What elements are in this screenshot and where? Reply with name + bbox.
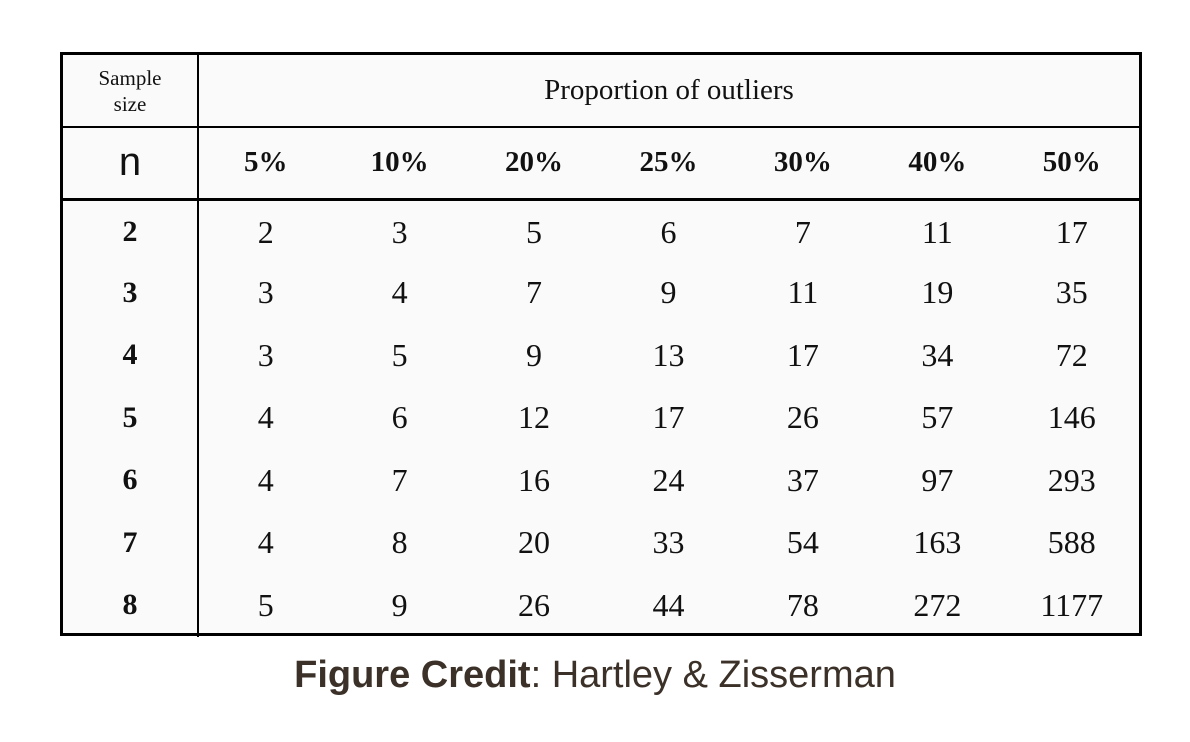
pct-header: 10%	[332, 127, 467, 201]
table-cell: 54	[786, 524, 819, 561]
table-cell: 35	[1055, 274, 1088, 311]
pct-header: 20%	[466, 127, 602, 201]
table-cell: 7	[794, 213, 811, 250]
proportion-title: Proportion of outliers	[198, 55, 1139, 128]
table-cell: 17	[786, 336, 819, 373]
table-cell: 4	[391, 274, 408, 311]
table-cell: 146	[1047, 399, 1096, 436]
data-table: Sample size Proportion of outliers n 5% …	[63, 55, 1139, 637]
table-cell: 3	[257, 274, 274, 311]
table-cell: 97	[921, 461, 954, 498]
pct-header: 25%	[601, 127, 736, 201]
table-cell: 293	[1047, 461, 1096, 498]
table-cell: 7	[391, 461, 408, 498]
row-label-n: 7	[63, 511, 199, 574]
table-cell: 44	[652, 586, 685, 623]
table-cell: 4	[257, 399, 274, 436]
row-label-n: 2	[63, 199, 199, 262]
table-row: 4 3 5 9 13 17 34 72	[63, 324, 1139, 387]
table-cell: 6	[660, 213, 677, 250]
figure-credit-source: : Hartley & Zisserman	[530, 654, 896, 696]
row-label-n: 8	[63, 574, 199, 637]
row-label-n: 6	[63, 449, 199, 512]
table-cell: 4	[257, 524, 274, 561]
table-cell: 12	[518, 399, 551, 436]
outlier-sample-table: Sample size Proportion of outliers n 5% …	[60, 52, 1142, 637]
table-cell: 163	[913, 524, 962, 561]
table-cell: 78	[786, 586, 819, 623]
table-cell: 26	[786, 399, 819, 436]
table-cell: 9	[391, 586, 408, 623]
table-cell: 1177	[1040, 586, 1104, 623]
table-cell: 57	[921, 399, 954, 436]
table-cell: 17	[1055, 213, 1088, 250]
table-cell: 11	[921, 213, 953, 250]
table-cell: 272	[913, 586, 962, 623]
row-label-n: 3	[63, 261, 199, 324]
figure-credit-label: Figure Credit	[294, 654, 531, 696]
table-row: 8 5 9 26 44 78 272 1177	[63, 574, 1139, 637]
table-row: 2 2 3 5 6 7 11 17	[63, 199, 1139, 262]
table-cell: 588	[1047, 524, 1096, 561]
table-cell: 7	[526, 274, 543, 311]
table-cell: 17	[652, 399, 685, 436]
header-row-percentages: n 5% 10% 20% 25% 30% 40% 50%	[63, 127, 1139, 201]
sample-size-label: Sample size	[63, 55, 199, 128]
table-row: 7 4 8 20 33 54 163 588	[63, 511, 1139, 574]
table-row: 3 3 4 7 9 11 19 35	[63, 261, 1139, 324]
table-body: 2 2 3 5 6 7 11 17 3 3 4 7 9 11 19 35 4 3 5 9 13 17 34 72 5 4 6 12 17…	[63, 199, 1139, 637]
table-cell: 4	[257, 461, 274, 498]
pct-header: 40%	[870, 127, 1005, 201]
table-cell: 72	[1055, 336, 1088, 373]
table-cell: 11	[787, 274, 819, 311]
pct-header: 30%	[735, 127, 871, 201]
table-cell: 9	[526, 336, 543, 373]
table-row: 6 4 7 16 24 37 97 293	[63, 449, 1139, 512]
n-label: n	[63, 127, 199, 201]
row-label-n: 4	[63, 324, 199, 387]
table-cell: 5	[257, 586, 274, 623]
table-cell: 5	[526, 213, 543, 250]
figure-credit: Figure Credit: Hartley & Zisserman	[0, 654, 1190, 697]
table-cell: 5	[391, 336, 408, 373]
table-cell: 24	[652, 461, 685, 498]
header-row-title: Sample size Proportion of outliers	[63, 55, 1139, 128]
table-cell: 20	[518, 524, 551, 561]
pct-header: 50%	[1004, 127, 1139, 201]
table-cell: 9	[660, 274, 677, 311]
table-row: 5 4 6 12 17 26 57 146	[63, 386, 1139, 449]
table-cell: 26	[518, 586, 551, 623]
table-cell: 2	[257, 213, 274, 250]
table-cell: 8	[391, 524, 408, 561]
table-cell: 6	[391, 399, 408, 436]
row-label-n: 5	[63, 386, 199, 449]
pct-header: 5%	[198, 127, 333, 201]
table-cell: 37	[786, 461, 819, 498]
table-cell: 33	[652, 524, 685, 561]
table-cell: 16	[518, 461, 551, 498]
table-cell: 13	[652, 336, 685, 373]
table-cell: 3	[391, 213, 408, 250]
table-cell: 19	[921, 274, 954, 311]
table-cell: 34	[921, 336, 954, 373]
table-cell: 3	[257, 336, 274, 373]
